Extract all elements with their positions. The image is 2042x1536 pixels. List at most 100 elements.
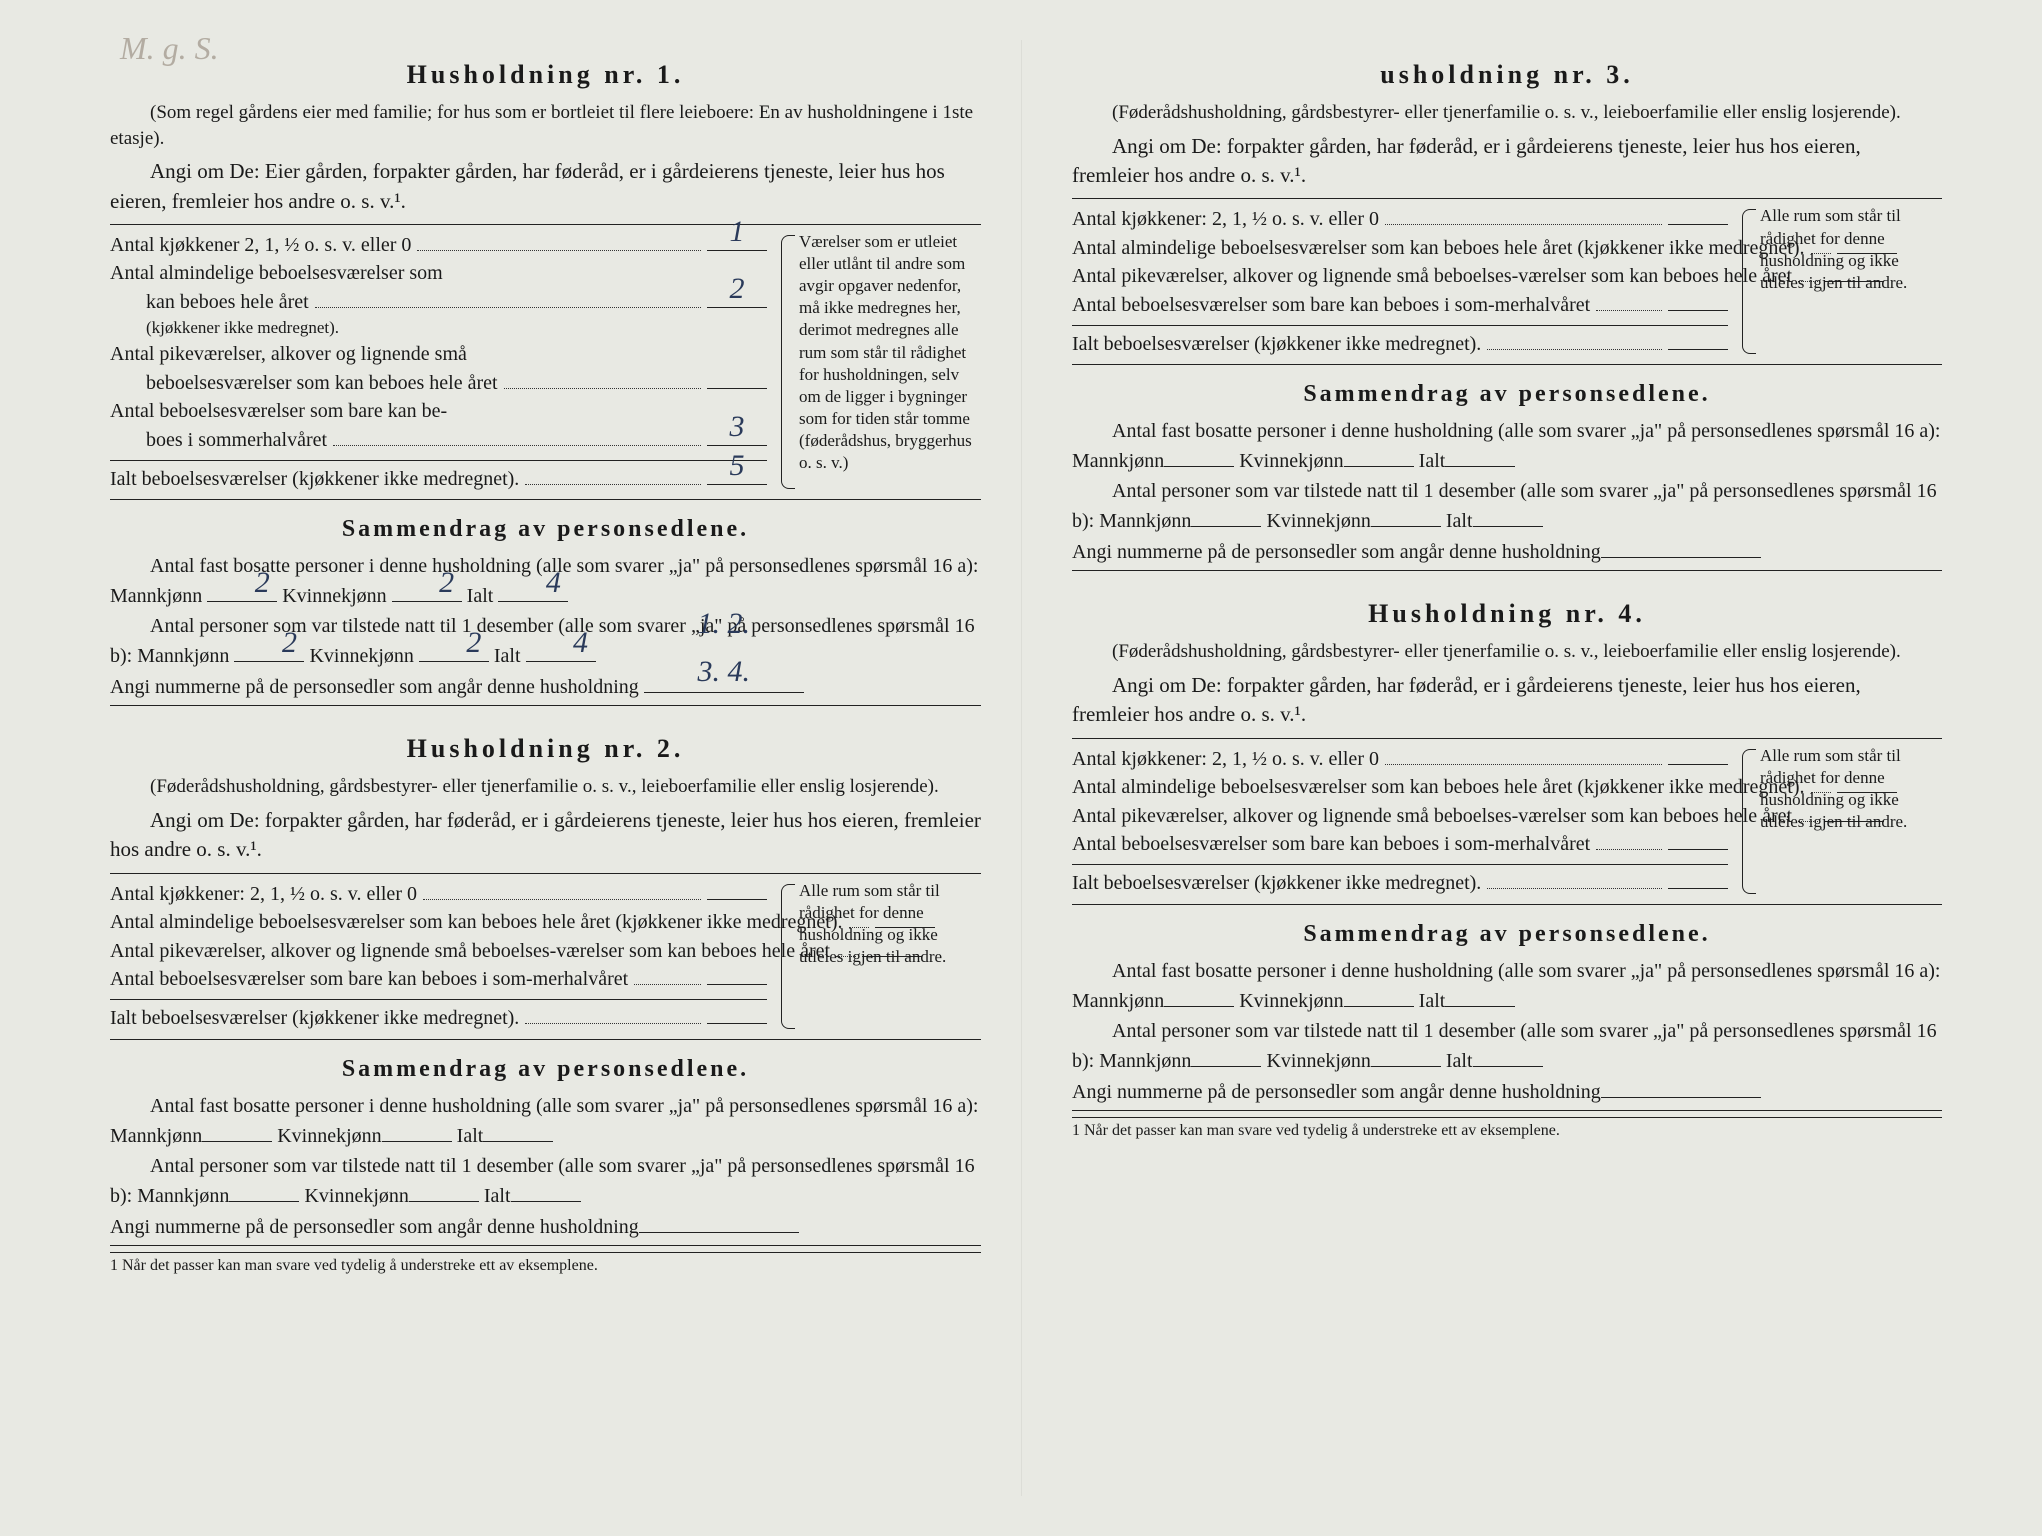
h3-kjokken-label: Antal kjøkkener: 2, 1, ½ o. s. v. eller … — [1072, 205, 1379, 233]
footnote-right: 1 Når det passer kan man svare ved tydel… — [1072, 1117, 1942, 1140]
h4-room-list: Antal kjøkkener: 2, 1, ½ o. s. v. eller … — [1072, 745, 1728, 898]
h3-tilstede-text: Antal personer som var tilstede natt til… — [1072, 480, 1937, 532]
h4-fastbosatte: Antal fast bosatte personer i denne hush… — [1072, 956, 1942, 1016]
h1-sommer-b: boes i sommerhalvåret — [146, 426, 327, 454]
brace-icon — [1742, 749, 1756, 894]
h2-pike-label: Antal pikeværelser, alkover og lignende … — [110, 937, 830, 965]
h3-kvinne-label2: Kvinnekjønn — [1266, 510, 1370, 532]
h1-fastbosatte: Antal fast bosatte personer i denne hush… — [110, 551, 981, 611]
h3-room-list: Antal kjøkkener: 2, 1, ½ o. s. v. eller … — [1072, 205, 1728, 358]
h4-alm-label: Antal almindelige beboelsesværelser som … — [1072, 773, 1805, 801]
brace-icon — [1742, 209, 1756, 354]
h4-ialtb-label: Ialt beboelsesværelser (kjøkkener ikke m… — [1072, 869, 1481, 897]
h1-ialtb-label: Ialt beboelsesværelser (kjøkkener ikke m… — [110, 465, 519, 493]
h1-kvinne16b: 2 — [426, 620, 481, 665]
h3-ialtb-label: Ialt beboelsesværelser (kjøkkener ikke m… — [1072, 330, 1481, 358]
h1-mann16a: 2 — [215, 560, 270, 605]
h4-sammendrag-title: Sammendrag av personsedlene. — [1072, 921, 1942, 948]
h2-sidenote-text: Alle rum som står til rådighet for denne… — [799, 881, 946, 966]
h2-fastbosatte: Antal fast bosatte personer i denne hush… — [110, 1091, 981, 1151]
right-page: usholdning nr. 3. (Føderådshusholdning, … — [1021, 40, 1982, 1496]
h3-anginum-text: Angi nummerne på de personsedler som ang… — [1072, 541, 1601, 563]
household-2: Husholdning nr. 2. (Føderådshusholdning,… — [110, 734, 981, 1274]
h2-anginum-text: Angi nummerne på de personsedler som ang… — [110, 1216, 639, 1238]
h2-ialt-label: Ialt — [457, 1125, 484, 1147]
h1-ialt16a: 4 — [506, 560, 561, 605]
h1-ialt16b: 4 — [533, 620, 588, 665]
h1-pike-b: beboelsesværelser som kan beboes hele år… — [146, 369, 498, 397]
h1-ialt-label: Ialt — [467, 585, 494, 607]
h2-ialt-label2: Ialt — [484, 1185, 511, 1207]
h2-tilstede-text: Antal personer som var tilstede natt til… — [110, 1155, 975, 1207]
h3-title: usholdning nr. 3. — [1072, 60, 1942, 90]
h3-anginum: Angi nummerne på de personsedler som ang… — [1072, 536, 1942, 571]
h3-ialt-label: Ialt — [1419, 450, 1446, 472]
h1-anginum: Angi nummerne på de personsedler som ang… — [110, 671, 981, 706]
h1-anginum-text: Angi nummerne på de personsedler som ang… — [110, 676, 639, 698]
household-3: usholdning nr. 3. (Føderådshusholdning, … — [1072, 60, 1942, 571]
h1-room-block: Antal kjøkkener 2, 1, ½ o. s. v. eller 0… — [110, 224, 981, 500]
h1-alm-val: 2 — [730, 268, 745, 311]
brace-icon — [781, 235, 795, 489]
h3-pike-label: Antal pikeværelser, alkover og lignende … — [1072, 262, 1792, 290]
h1-mann16b: 2 — [242, 620, 297, 665]
h4-anginum: Angi nummerne på de personsedler som ang… — [1072, 1076, 1942, 1111]
h3-kvinne-label: Kvinnekjønn — [1239, 450, 1343, 472]
h4-kjokken-label: Antal kjøkkener: 2, 1, ½ o. s. v. eller … — [1072, 745, 1379, 773]
h1-sammendrag-title: Sammendrag av personsedlene. — [110, 516, 981, 543]
h4-kvinne-label2: Kvinnekjønn — [1266, 1050, 1370, 1072]
h4-tilstede-text: Antal personer som var tilstede natt til… — [1072, 1020, 1937, 1072]
left-page: M. g. S. Husholdning nr. 1. (Som regel g… — [60, 40, 1021, 1496]
h1-kjokken-val: 1 — [730, 211, 745, 254]
h2-kvinne-label: Kvinnekjønn — [277, 1125, 381, 1147]
h4-room-block: Antal kjøkkener: 2, 1, ½ o. s. v. eller … — [1072, 738, 1942, 905]
h2-room-block: Antal kjøkkener: 2, 1, ½ o. s. v. eller … — [110, 873, 981, 1040]
h2-alm-label: Antal almindelige beboelsesværelser som … — [110, 908, 843, 936]
h1-numre: 1. 2. 3. 4. — [684, 600, 764, 696]
h1-title: Husholdning nr. 1. — [110, 60, 981, 90]
h1-alm-a: Antal almindelige beboelsesværelser som — [110, 259, 443, 287]
h4-ialt-label2: Ialt — [1446, 1050, 1473, 1072]
brace-icon — [781, 884, 795, 1029]
h2-title: Husholdning nr. 2. — [110, 734, 981, 764]
h4-angi: Angi om De: forpakter gården, har føderå… — [1072, 671, 1942, 730]
h2-intro: (Føderådshusholdning, gårdsbestyrer- ell… — [110, 774, 981, 800]
h4-ialt-label: Ialt — [1419, 990, 1446, 1012]
h3-tilstede: Antal personer som var tilstede natt til… — [1072, 476, 1942, 536]
household-1: Husholdning nr. 1. (Som regel gårdens ei… — [110, 60, 981, 706]
h1-sidenote: Værelser som er utleiet eller utlånt til… — [781, 231, 981, 493]
h3-intro: (Føderådshusholdning, gårdsbestyrer- ell… — [1072, 100, 1942, 126]
h1-ialt-label2: Ialt — [494, 645, 521, 667]
h4-pike-label: Antal pikeværelser, alkover og lignende … — [1072, 802, 1792, 830]
h1-kvinne-label2: Kvinnekjønn — [309, 645, 413, 667]
h2-fast-text: Antal fast bosatte personer i denne hush… — [110, 1095, 979, 1147]
handwritten-annotation: M. g. S. — [120, 30, 219, 67]
h3-sidenote-text: Alle rum som står til rådighet for denne… — [1760, 206, 1907, 291]
h2-kvinne-label2: Kvinnekjønn — [304, 1185, 408, 1207]
h2-sammendrag-title: Sammendrag av personsedlene. — [110, 1056, 981, 1083]
h3-ialt-label2: Ialt — [1446, 510, 1473, 532]
h2-tilstede: Antal personer som var tilstede natt til… — [110, 1151, 981, 1211]
h4-fast-text: Antal fast bosatte personer i denne hush… — [1072, 960, 1941, 1012]
h4-title: Husholdning nr. 4. — [1072, 599, 1942, 629]
h3-sommer-label: Antal beboelsesværelser som bare kan beb… — [1072, 291, 1590, 319]
h3-sammendrag-title: Sammendrag av personsedlene. — [1072, 381, 1942, 408]
h3-angi: Angi om De: forpakter gården, har føderå… — [1072, 132, 1942, 191]
h1-ialtb-val: 5 — [730, 445, 745, 488]
h1-angi: Angi om De: Eier gården, forpakter gårde… — [110, 157, 981, 216]
h3-fastbosatte: Antal fast bosatte personer i denne hush… — [1072, 416, 1942, 476]
h2-room-list: Antal kjøkkener: 2, 1, ½ o. s. v. eller … — [110, 880, 767, 1033]
h4-sommer-label: Antal beboelsesværelser som bare kan beb… — [1072, 830, 1590, 858]
household-4: Husholdning nr. 4. (Føderådshusholdning,… — [1072, 599, 1942, 1139]
h1-alm-b: kan beboes hele året — [146, 288, 309, 316]
h2-ialtb-label: Ialt beboelsesværelser (kjøkkener ikke m… — [110, 1004, 519, 1032]
h4-tilstede: Antal personer som var tilstede natt til… — [1072, 1016, 1942, 1076]
h2-angi: Angi om De: forpakter gården, har føderå… — [110, 806, 981, 865]
h2-sidenote: Alle rum som står til rådighet for denne… — [781, 880, 981, 1033]
h1-kvinne-label: Kvinnekjønn — [282, 585, 386, 607]
h1-kvinne16a: 2 — [399, 560, 454, 605]
h4-sidenote-text: Alle rum som står til rådighet for denne… — [1760, 746, 1907, 831]
h1-intro: (Som regel gårdens eier med familie; for… — [110, 100, 981, 151]
h3-fast-text: Antal fast bosatte personer i denne hush… — [1072, 420, 1941, 472]
h1-room-list: Antal kjøkkener 2, 1, ½ o. s. v. eller 0… — [110, 231, 767, 493]
